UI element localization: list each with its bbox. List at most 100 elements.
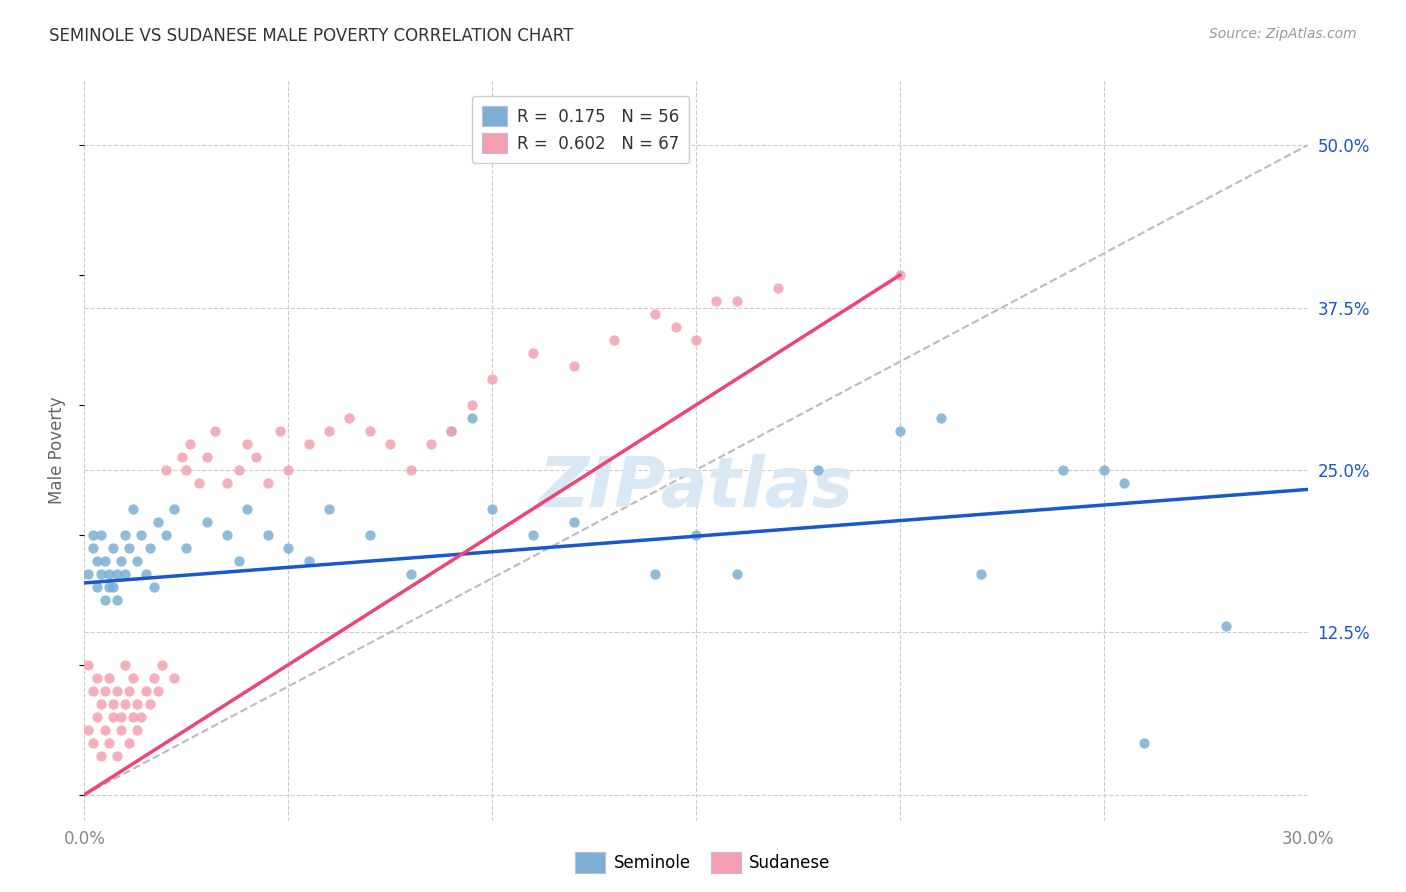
Point <box>93 723 115 737</box>
Point <box>318 424 340 438</box>
Point <box>481 502 503 516</box>
Point <box>114 528 136 542</box>
Point <box>236 502 259 516</box>
Point <box>105 748 128 763</box>
Point <box>142 671 165 685</box>
Point <box>118 541 141 555</box>
Point <box>318 502 340 516</box>
Point <box>90 566 112 581</box>
Point <box>889 424 911 438</box>
Point <box>122 671 145 685</box>
Point <box>86 671 108 685</box>
Point <box>359 528 381 542</box>
Point <box>172 450 194 464</box>
Point <box>163 502 186 516</box>
Point <box>90 748 112 763</box>
Point <box>90 528 112 542</box>
Point <box>420 437 443 451</box>
Point <box>101 697 124 711</box>
Point <box>86 554 108 568</box>
Point <box>110 554 132 568</box>
Point <box>97 671 120 685</box>
Point <box>970 566 993 581</box>
Point <box>131 528 153 542</box>
Point <box>179 437 201 451</box>
Point <box>766 281 789 295</box>
Point <box>277 541 299 555</box>
Point <box>101 541 124 555</box>
Point <box>77 566 100 581</box>
Point <box>86 580 108 594</box>
Point <box>725 294 748 309</box>
Point <box>461 411 484 425</box>
Point <box>150 657 173 672</box>
Point <box>685 333 707 347</box>
Point <box>142 580 165 594</box>
Point <box>86 710 108 724</box>
Point <box>93 554 115 568</box>
Point <box>339 411 361 425</box>
Point <box>77 723 100 737</box>
Point <box>685 528 707 542</box>
Point <box>399 566 422 581</box>
Point <box>97 580 120 594</box>
Point <box>217 475 239 490</box>
Point <box>82 528 104 542</box>
Point <box>217 528 239 542</box>
Y-axis label: Male Poverty: Male Poverty <box>48 397 66 504</box>
Text: ZIPatlas: ZIPatlas <box>538 454 853 521</box>
Point <box>562 359 585 373</box>
Point <box>101 580 124 594</box>
Point <box>257 528 280 542</box>
Point <box>725 566 748 581</box>
Point <box>195 515 218 529</box>
Point <box>807 463 830 477</box>
Point <box>298 437 321 451</box>
Point <box>706 294 728 309</box>
Point <box>105 592 128 607</box>
Point <box>174 463 197 477</box>
Point <box>77 657 100 672</box>
Point <box>163 671 186 685</box>
Point <box>277 463 299 477</box>
Point <box>359 424 381 438</box>
Point <box>122 710 145 724</box>
Point <box>522 528 544 542</box>
Point <box>110 710 132 724</box>
Point <box>257 475 280 490</box>
Point <box>122 502 145 516</box>
Point <box>82 683 104 698</box>
Point <box>105 566 128 581</box>
Point <box>228 554 250 568</box>
Point <box>110 723 132 737</box>
Point <box>440 424 463 438</box>
Point <box>82 541 104 555</box>
Legend: R =  0.175   N = 56, R =  0.602   N = 67: R = 0.175 N = 56, R = 0.602 N = 67 <box>472 96 689 163</box>
Point <box>155 463 177 477</box>
Point <box>298 554 321 568</box>
Point <box>603 333 626 347</box>
Point <box>174 541 197 555</box>
Point <box>380 437 402 451</box>
Point <box>90 697 112 711</box>
Text: Source: ZipAtlas.com: Source: ZipAtlas.com <box>1209 27 1357 41</box>
Point <box>245 450 267 464</box>
Point <box>889 268 911 282</box>
Point <box>1114 475 1136 490</box>
Point <box>127 697 149 711</box>
Point <box>93 683 115 698</box>
Point <box>644 307 666 321</box>
Point <box>146 683 169 698</box>
Point <box>155 528 177 542</box>
Point <box>93 592 115 607</box>
Point <box>114 657 136 672</box>
Point <box>138 697 160 711</box>
Point <box>127 554 149 568</box>
Point <box>135 683 157 698</box>
Point <box>522 346 544 360</box>
Point <box>138 541 160 555</box>
Point <box>399 463 422 477</box>
Point <box>1215 619 1237 633</box>
Point <box>97 736 120 750</box>
Point <box>562 515 585 529</box>
